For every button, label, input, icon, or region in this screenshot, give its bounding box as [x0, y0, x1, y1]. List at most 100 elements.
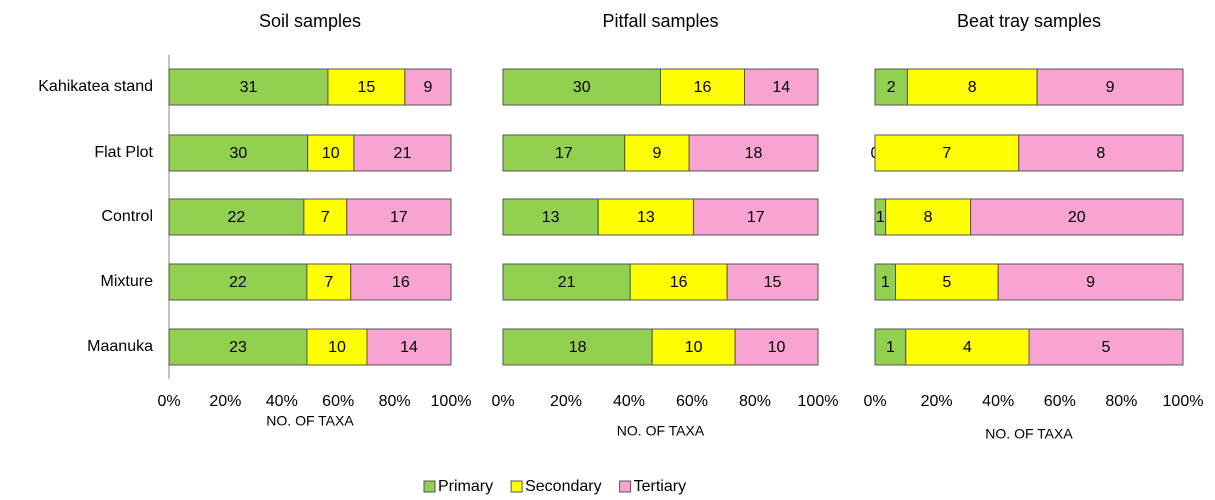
data-label: 5: [942, 274, 951, 291]
data-label: 21: [558, 274, 576, 291]
legend-swatch: [423, 480, 436, 493]
data-label: 14: [400, 339, 418, 356]
x-axis-title: NO. OF TAXA: [985, 426, 1073, 442]
bar-segment: [353, 134, 452, 172]
x-tick-label: 40%: [266, 393, 298, 410]
x-tick-label: 20%: [550, 393, 582, 410]
data-label: 17: [390, 209, 408, 226]
data-label: 5: [1102, 339, 1111, 356]
data-label: 18: [569, 339, 587, 356]
data-label: 1: [886, 339, 895, 356]
bar-segment: [346, 198, 452, 236]
x-tick-label: 60%: [322, 393, 354, 410]
data-label: 1: [881, 274, 890, 291]
data-label: 8: [968, 79, 977, 96]
data-label: 8: [1096, 145, 1105, 162]
data-label: 8: [924, 209, 933, 226]
bar-segment: [629, 263, 728, 301]
data-label: 14: [772, 79, 790, 96]
bar-segment: [651, 328, 736, 366]
x-tick-label: 100%: [431, 393, 472, 410]
data-label: 7: [321, 209, 330, 226]
bar-segment: [327, 68, 406, 106]
bar-segment: [895, 263, 999, 301]
bar-segment: [168, 328, 308, 366]
data-label: 30: [573, 79, 591, 96]
x-tick-label: 0%: [157, 393, 180, 410]
data-label: 9: [1086, 274, 1095, 291]
x-axis-title: NO. OF TAXA: [617, 423, 705, 439]
data-label: 18: [745, 145, 763, 162]
bar-segment: [404, 68, 452, 106]
data-label: 13: [637, 209, 655, 226]
bar-segment: [970, 198, 1184, 236]
x-tick-label: 60%: [676, 393, 708, 410]
bar-segment: [692, 198, 819, 236]
bar-segment: [1018, 134, 1184, 172]
x-axis-title: NO. OF TAXA: [266, 413, 354, 429]
legend-label: Primary: [438, 478, 493, 495]
data-label: 20: [1068, 209, 1086, 226]
data-label: 10: [328, 339, 346, 356]
data-label: 16: [694, 79, 712, 96]
chart-title: Pitfall samples: [602, 11, 718, 31]
data-label: 10: [768, 339, 786, 356]
bar-segment: [597, 198, 694, 236]
x-tick-label: 80%: [379, 393, 411, 410]
data-label: 4: [963, 339, 972, 356]
data-label: 21: [394, 145, 412, 162]
data-label: 17: [747, 209, 765, 226]
data-label: 15: [764, 274, 782, 291]
bar-segment: [1028, 328, 1184, 366]
x-tick-label: 0%: [491, 393, 514, 410]
data-label: 31: [240, 79, 258, 96]
data-label: 9: [1106, 79, 1115, 96]
x-tick-label: 0%: [863, 393, 886, 410]
bar-segment: [874, 328, 907, 366]
chart-title: Soil samples: [259, 11, 361, 31]
bar-segment: [997, 263, 1184, 301]
bar-segment: [906, 68, 1038, 106]
data-label: 7: [942, 145, 951, 162]
x-tick-label: 40%: [982, 393, 1014, 410]
data-label: 1: [876, 209, 885, 226]
data-label: 9: [652, 145, 661, 162]
bar-segment: [744, 68, 819, 106]
x-tick-label: 80%: [739, 393, 771, 410]
data-label: 13: [542, 209, 560, 226]
data-label: 9: [423, 79, 432, 96]
data-label: 16: [392, 274, 410, 291]
data-label: 10: [685, 339, 703, 356]
data-label: 30: [229, 145, 247, 162]
bar-segment: [624, 134, 690, 172]
data-label: 22: [229, 274, 247, 291]
y-tick-label: Control: [101, 208, 153, 225]
legend-label: Secondary: [525, 478, 602, 495]
x-tick-label: 40%: [613, 393, 645, 410]
legend-label: Tertiary: [634, 478, 686, 495]
data-label: 22: [228, 209, 246, 226]
bar-segment: [502, 263, 631, 301]
data-label: 23: [229, 339, 247, 356]
x-tick-label: 80%: [1105, 393, 1137, 410]
bar-segment: [306, 328, 368, 366]
data-label: 16: [670, 274, 688, 291]
data-label: 2: [887, 79, 896, 96]
bar-segment: [350, 263, 452, 301]
data-label: 17: [555, 145, 573, 162]
x-tick-label: 60%: [1044, 393, 1076, 410]
legend-swatch: [619, 480, 632, 493]
legend-swatch: [510, 480, 523, 493]
bar-segment: [502, 328, 653, 366]
y-tick-label: Kahikatea stand: [38, 78, 153, 95]
bar-segment: [306, 263, 352, 301]
y-tick-label: Flat Plot: [94, 144, 153, 161]
x-tick-label: 20%: [209, 393, 241, 410]
chart-title: Beat tray samples: [957, 11, 1101, 31]
bar-segment: [366, 328, 452, 366]
bar-segment: [502, 134, 626, 172]
bar-segment: [734, 328, 819, 366]
x-tick-label: 20%: [921, 393, 953, 410]
bar-segment: [726, 263, 819, 301]
